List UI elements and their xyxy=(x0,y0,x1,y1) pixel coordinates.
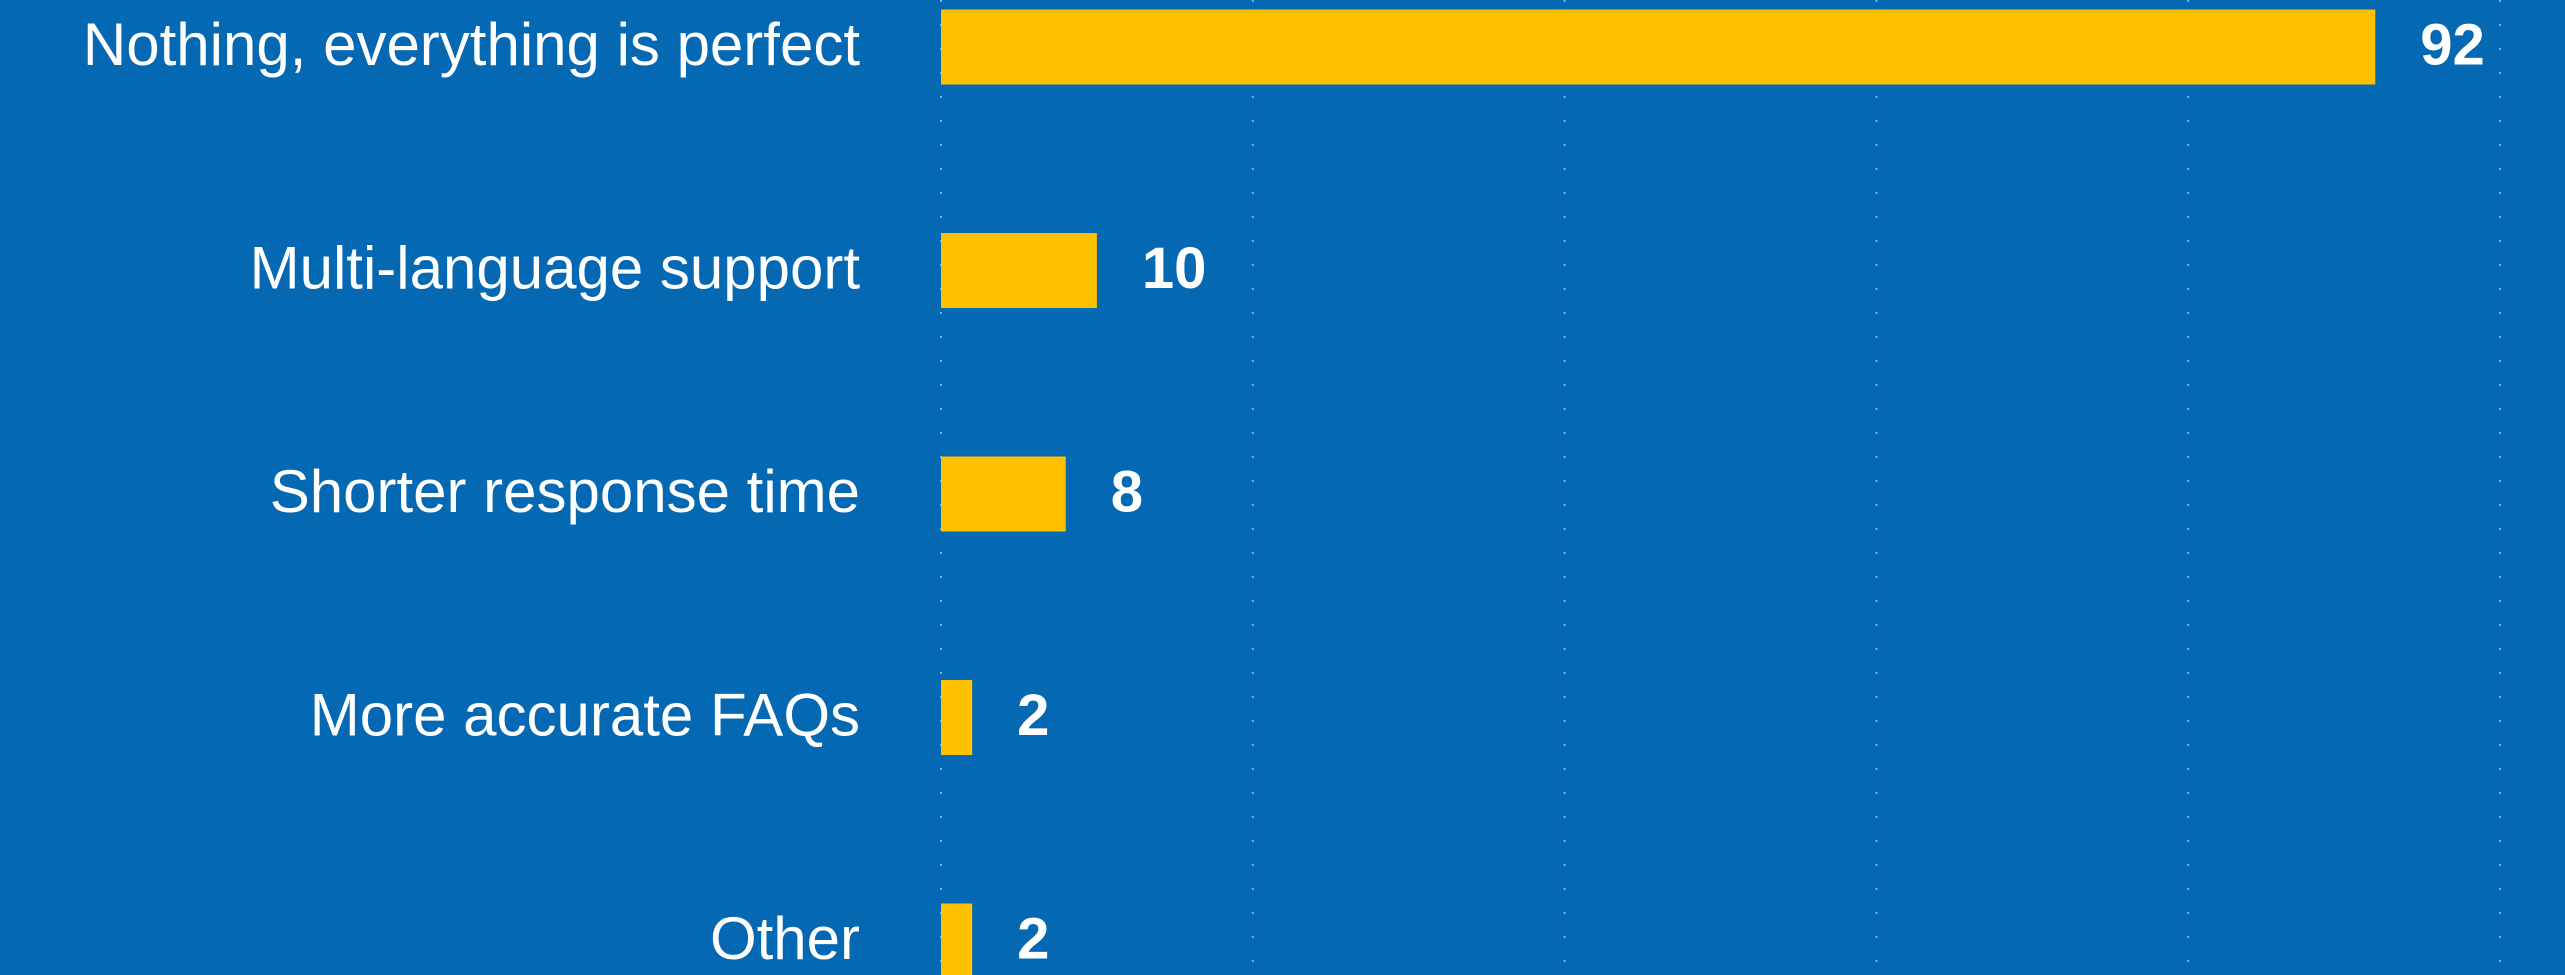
category-label: Other xyxy=(710,905,860,972)
category-label: Shorter response time xyxy=(270,458,860,525)
category-label: Multi-language support xyxy=(250,234,861,301)
category-label: More accurate FAQs xyxy=(310,681,860,748)
bar xyxy=(941,456,1066,532)
value-label: 92 xyxy=(2420,12,2485,77)
value-label: 2 xyxy=(1017,906,1049,971)
bar xyxy=(941,680,973,755)
category-label: Nothing, everything is perfect xyxy=(83,11,860,78)
bar xyxy=(941,9,2376,85)
value-label: 2 xyxy=(1017,683,1049,748)
value-label: 8 xyxy=(1111,459,1143,524)
bar xyxy=(941,233,1097,308)
value-label: 10 xyxy=(1142,236,1207,301)
bar xyxy=(941,903,973,975)
